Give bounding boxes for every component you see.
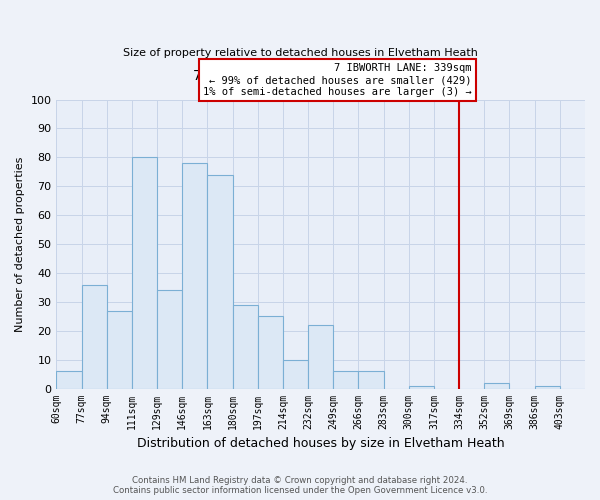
Bar — [182, 163, 208, 388]
Text: Contains HM Land Registry data © Crown copyright and database right 2024.
Contai: Contains HM Land Registry data © Crown c… — [113, 476, 487, 495]
Bar — [82, 284, 107, 389]
Y-axis label: Number of detached properties: Number of detached properties — [15, 156, 25, 332]
Bar — [535, 386, 560, 388]
Bar — [258, 316, 283, 388]
X-axis label: Distribution of detached houses by size in Elvetham Heath: Distribution of detached houses by size … — [137, 437, 505, 450]
Bar — [409, 386, 434, 388]
Bar — [358, 371, 383, 388]
Bar — [308, 325, 333, 388]
Bar — [56, 371, 82, 388]
Bar — [107, 310, 132, 388]
Text: Size of property relative to detached houses in Elvetham Heath: Size of property relative to detached ho… — [122, 48, 478, 58]
Title: 7, IBWORTH LANE, FLEET, GU51 1AU: 7, IBWORTH LANE, FLEET, GU51 1AU — [193, 69, 448, 83]
Text: 7 IBWORTH LANE: 339sqm
← 99% of detached houses are smaller (429)
1% of semi-det: 7 IBWORTH LANE: 339sqm ← 99% of detached… — [203, 64, 472, 96]
Bar — [233, 304, 258, 388]
Bar — [484, 383, 509, 388]
Bar — [283, 360, 308, 388]
Bar — [157, 290, 182, 388]
Bar — [132, 158, 157, 388]
Bar — [208, 174, 233, 388]
Bar — [333, 371, 358, 388]
